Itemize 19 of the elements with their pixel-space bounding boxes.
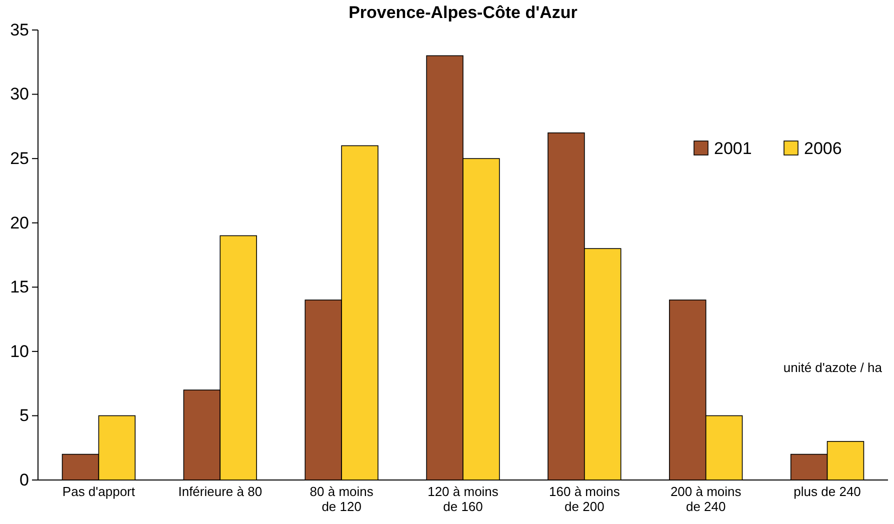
x-tick-label: 200 à moins de 240 — [670, 484, 742, 514]
y-tick-label: 15 — [10, 278, 29, 297]
legend-label: 2001 — [714, 139, 752, 158]
x-tick-label: 120 à moins de 160 — [428, 484, 499, 514]
legend-label: 2006 — [804, 139, 842, 158]
y-tick-label: 25 — [10, 149, 29, 168]
x-tick-label: Pas d'apport — [62, 484, 136, 499]
y-tick-label: 35 — [10, 20, 29, 40]
chart-title: Provence-Alpes-Côte d'Azur — [348, 3, 578, 22]
x-tick-label: 80 à moins de 120 — [310, 484, 374, 514]
y-tick-label: 20 — [10, 213, 29, 232]
x-tick-label: Inférieure à 80 — [178, 484, 262, 499]
y-tick-label: 5 — [20, 406, 29, 426]
y-tick-label: 30 — [10, 84, 29, 104]
annotation: unité d'azote / ha — [783, 360, 883, 375]
x-tick-label: 160 à moins de 200 — [549, 484, 620, 514]
x-tick-label: plus de 240 — [794, 484, 861, 499]
y-tick-label: 10 — [10, 342, 29, 361]
y-tick-label: 0 — [20, 470, 29, 490]
